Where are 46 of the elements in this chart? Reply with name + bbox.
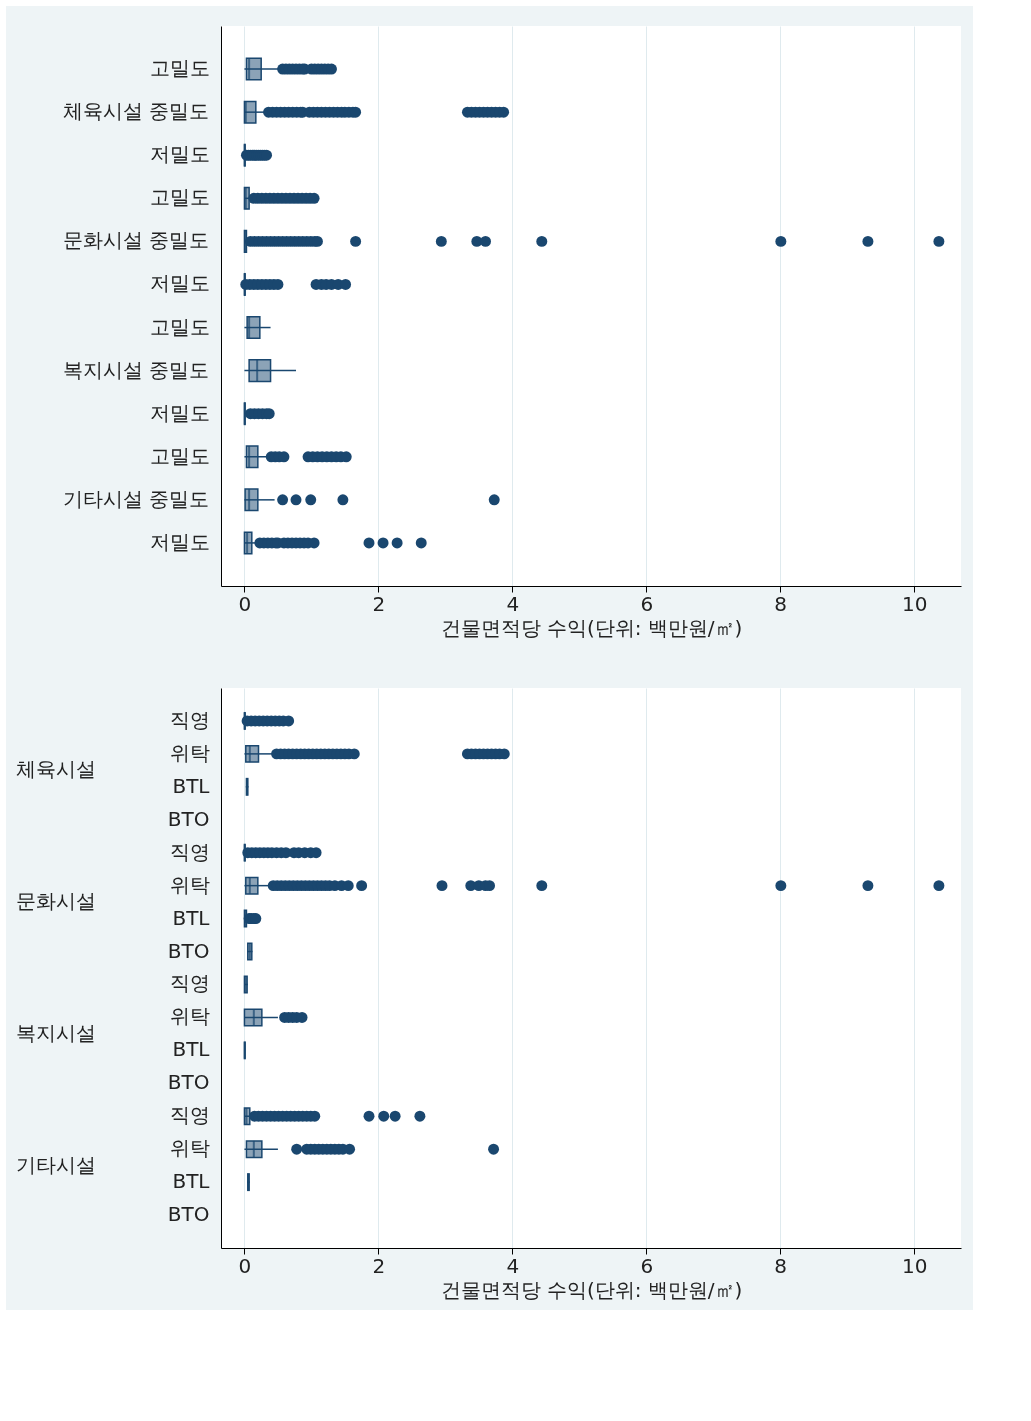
y-tick-label: 고밀도 — [149, 314, 210, 339]
y-tick-label: 저밀도 — [149, 142, 210, 167]
y-tick-label: BTO — [167, 1202, 210, 1227]
y-tick-label: 기타시설 중밀도 — [63, 486, 210, 511]
x-tick-label: 4 — [506, 591, 520, 616]
y-tick-label: 체육시설 중밀도 — [63, 99, 210, 124]
x-tick-label: 4 — [506, 1253, 520, 1278]
y-tick-label: BTL — [172, 905, 211, 930]
y-tick-label: 고밀도 — [149, 185, 210, 210]
x-tick-label: 10 — [901, 591, 928, 616]
x-tick-label: 8 — [774, 591, 788, 616]
y-tick-label: 저밀도 — [149, 271, 210, 296]
y-tick-label: 직영 — [169, 1103, 210, 1128]
y-tick-label: 직영 — [169, 971, 210, 996]
text: 체육시설 — [16, 757, 96, 782]
x-axis-title: 건물면적당 수익(단위: 백만원/㎡) — [440, 1277, 743, 1302]
x-tick-label: 10 — [901, 1253, 928, 1278]
text: 기타시설 — [16, 1152, 96, 1177]
x-tick-label: 6 — [640, 1253, 654, 1278]
x-tick-label: 8 — [774, 1253, 788, 1278]
y-tick-label: 직영 — [169, 839, 210, 864]
y-tick-label: BTL — [172, 1169, 211, 1194]
text: 복지시설 — [16, 1020, 96, 1045]
y-tick-label: BTO — [167, 1070, 210, 1095]
y-tick-label: BTO — [167, 806, 210, 831]
x-tick-label: 6 — [640, 591, 654, 616]
y-tick-label: 문화시설 중밀도 — [63, 228, 210, 253]
y-tick-label: 위탁 — [169, 740, 210, 765]
y-tick-label: 저밀도 — [149, 529, 210, 554]
y-tick-label: 위탁 — [169, 1136, 210, 1161]
y-tick-label: 위탁 — [169, 1004, 210, 1029]
x-tick-label: 0 — [238, 1253, 252, 1278]
y-tick-label: 저밀도 — [149, 400, 210, 425]
x-axis-title: 건물면적당 수익(단위: 백만원/㎡) — [440, 615, 743, 640]
y-tick-label: BTO — [167, 938, 210, 963]
x-tick-label: 0 — [238, 591, 252, 616]
y-tick-label: BTL — [172, 1037, 211, 1062]
x-tick-label: 2 — [372, 591, 386, 616]
text: 문화시설 — [16, 889, 96, 914]
y-tick-label: 고밀도 — [149, 443, 210, 468]
y-tick-label: 복지시설 중밀도 — [63, 357, 210, 382]
y-tick-label: 직영 — [169, 707, 210, 732]
x-tick-label: 2 — [372, 1253, 386, 1278]
y-tick-label: 고밀도 — [149, 56, 210, 81]
y-tick-label: BTL — [172, 773, 211, 798]
y-tick-label: 위탁 — [169, 872, 210, 897]
